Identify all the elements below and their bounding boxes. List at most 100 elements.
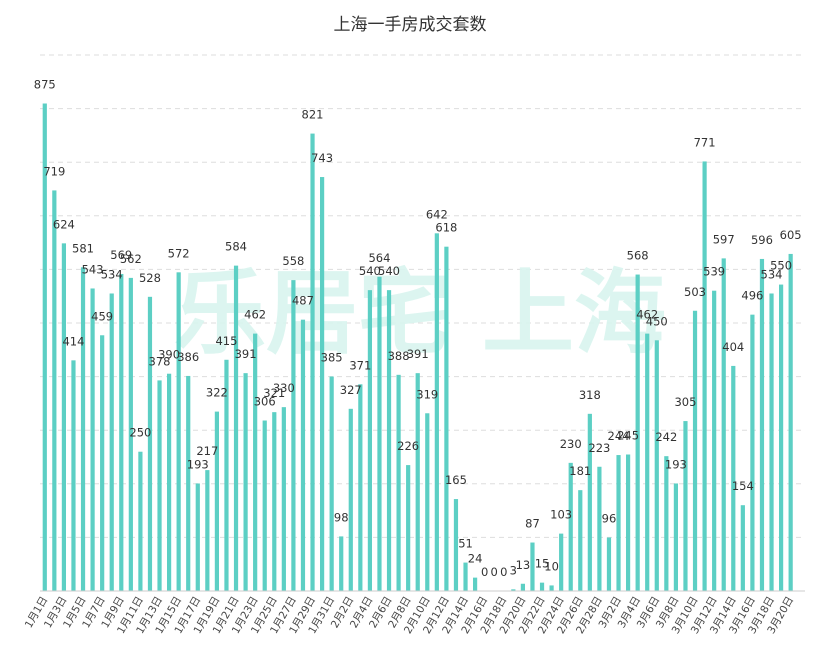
bar-1月8日 [109, 293, 114, 591]
data-label-1月30日: 743 [311, 151, 333, 165]
data-label-1月2日: 719 [43, 164, 65, 178]
bar-2月26日 [578, 490, 583, 591]
data-label-1月3日: 624 [53, 217, 75, 231]
bar-2月24日 [559, 533, 564, 591]
data-label-1月21日: 584 [225, 240, 247, 254]
data-label-2月27日: 318 [579, 388, 601, 402]
bar-2月7日 [396, 374, 401, 591]
data-label-2月19日: 3 [510, 563, 517, 577]
bar-3月4日 [635, 274, 640, 591]
bar-3月10日 [692, 310, 698, 591]
data-label-3月7日: 242 [655, 430, 677, 444]
data-label-1月17日: 193 [187, 457, 209, 471]
bar-1月11日 [138, 451, 143, 591]
bar-2月12日 [444, 246, 449, 591]
data-label-1月24日: 306 [254, 395, 276, 409]
data-label-2月14日: 51 [458, 537, 473, 551]
bar-1月7日 [100, 335, 105, 591]
data-label-2月24日: 103 [550, 508, 572, 522]
data-label-1月20日: 415 [215, 334, 237, 348]
bar-1月15日 [176, 272, 181, 591]
data-label-2月3日: 371 [349, 358, 371, 372]
data-label-1月31日: 385 [321, 351, 343, 365]
data-label-1月11日: 250 [129, 426, 151, 440]
bar-2月20日 [520, 583, 526, 591]
data-label-2月5日: 564 [368, 251, 390, 265]
data-label-2月7日: 388 [388, 349, 410, 363]
bar-1月17日 [195, 483, 200, 591]
bar-2月11日 [434, 233, 439, 592]
data-label-3月17日: 596 [751, 233, 773, 247]
bar-1月12日 [147, 296, 153, 591]
data-label-3月3日: 245 [617, 429, 639, 443]
bar-2月14日 [463, 562, 468, 591]
chart-title: 上海一手房成交套数 [334, 15, 487, 35]
data-label-1月28日: 487 [292, 294, 314, 308]
data-label-1月4日: 414 [62, 334, 84, 348]
data-label-2月21日: 87 [525, 517, 540, 531]
data-label-1月6日: 543 [82, 262, 104, 276]
data-label-1月27日: 558 [282, 254, 304, 268]
bar-1月13日 [157, 380, 162, 591]
bar-3月19日 [778, 284, 784, 591]
bar-1月20日 [224, 359, 229, 591]
data-label-3月2日: 244 [608, 429, 630, 443]
data-label-1月13日: 378 [149, 354, 171, 368]
bar-2月13日 [453, 499, 459, 591]
data-label-3月19日: 550 [770, 259, 792, 273]
bar-3月1日 [606, 537, 612, 591]
data-label-1月25日: 321 [263, 386, 285, 400]
bar-1月22日 [243, 373, 248, 591]
data-label-3月5日: 462 [636, 308, 658, 322]
data-label-1月15日: 572 [168, 246, 190, 260]
data-label-1月19日: 322 [206, 386, 228, 400]
bar-1月4日 [71, 360, 76, 591]
data-label-1月5日: 581 [72, 241, 94, 255]
data-label-3月4日: 568 [627, 249, 649, 263]
data-labels: 8757196244145815434595345695622505283783… [34, 78, 802, 580]
bar-2月3日 [358, 384, 363, 591]
data-label-2月20日: 13 [516, 558, 531, 572]
data-label-2月8日: 226 [397, 439, 419, 453]
bar-2月27日 [587, 413, 592, 591]
data-label-1月23日: 462 [244, 308, 266, 322]
bar-2月21日 [530, 542, 535, 591]
data-label-2月16日: 0 [481, 565, 488, 579]
bar-3月20日 [788, 253, 793, 591]
bar-1月24日 [262, 420, 267, 591]
bar-1月25日 [272, 412, 277, 591]
bar-1月21日 [233, 265, 239, 591]
x-axis-ticks: 1月1日1月3日1月5日1月7日1月9日1月11日1月13日1月15日1月17日… [23, 595, 796, 637]
bar-2月1日 [339, 536, 344, 591]
bar-1月14日 [166, 373, 172, 591]
bar-2月28日 [597, 466, 602, 591]
data-label-1月16日: 386 [177, 350, 199, 364]
data-label-1月7日: 459 [91, 309, 113, 323]
bar-3月5日 [645, 333, 650, 591]
bar-1月2日 [52, 190, 57, 591]
data-label-3月9日: 305 [674, 395, 696, 409]
data-label-3月18日: 534 [761, 267, 783, 281]
bar-1月3日 [61, 243, 67, 592]
bar-3月15日 [740, 505, 745, 591]
bar-2月6日 [386, 290, 392, 591]
bar-3月16日 [750, 314, 755, 591]
bar-3月7日 [664, 456, 669, 591]
bar-2月22日 [539, 582, 545, 591]
bar-2月8日 [406, 465, 411, 591]
bar-1月28日 [300, 319, 306, 591]
bar-3月18日 [769, 293, 774, 591]
bar-1月31日 [329, 376, 334, 591]
data-label-3月20日: 605 [780, 228, 802, 242]
bar-1月5日 [80, 267, 86, 591]
bar-3月3日 [625, 454, 631, 591]
data-label-2月1日: 98 [334, 510, 349, 524]
data-label-2月2日: 327 [340, 383, 362, 397]
data-label-1月8日: 534 [101, 267, 123, 281]
bar-3月17日 [759, 258, 765, 591]
bar-1月30日 [319, 177, 325, 592]
bar-1月19日 [214, 411, 220, 591]
bar-1月1日 [42, 103, 47, 591]
bar-2月10日 [425, 413, 430, 591]
bar-3月6日 [654, 340, 659, 591]
